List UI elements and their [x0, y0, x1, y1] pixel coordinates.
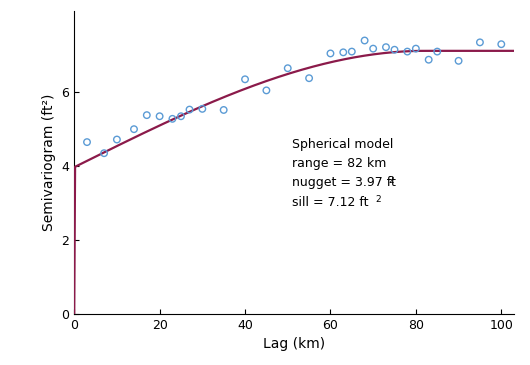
- Point: [454, 58, 463, 64]
- Point: [143, 112, 151, 118]
- Point: [262, 88, 271, 93]
- Text: 2: 2: [388, 176, 394, 185]
- Point: [382, 44, 390, 50]
- Text: nugget = 3.97 ft: nugget = 3.97 ft: [292, 176, 396, 189]
- Point: [476, 39, 484, 45]
- Point: [433, 49, 441, 54]
- Point: [412, 46, 420, 51]
- Point: [113, 137, 121, 142]
- Point: [241, 76, 249, 82]
- Point: [168, 116, 176, 122]
- Point: [403, 49, 412, 54]
- Point: [390, 47, 399, 53]
- Point: [326, 50, 334, 56]
- Point: [339, 49, 348, 55]
- Text: 2: 2: [375, 195, 381, 204]
- Point: [219, 107, 228, 113]
- Point: [284, 65, 292, 71]
- Text: sill = 7.12 ft: sill = 7.12 ft: [292, 196, 368, 209]
- Point: [198, 106, 207, 112]
- Point: [83, 139, 91, 145]
- Y-axis label: Semivariogram (ft²): Semivariogram (ft²): [42, 94, 56, 231]
- Point: [186, 107, 194, 112]
- Text: Spherical model: Spherical model: [292, 138, 393, 151]
- Point: [100, 150, 108, 156]
- Point: [176, 113, 185, 119]
- Point: [155, 113, 164, 119]
- Point: [305, 75, 313, 81]
- Text: range = 82 km: range = 82 km: [292, 157, 386, 170]
- Point: [360, 38, 369, 43]
- Point: [348, 49, 356, 54]
- Point: [497, 41, 506, 47]
- Point: [369, 46, 377, 51]
- X-axis label: Lag (km): Lag (km): [263, 337, 325, 351]
- Point: [130, 126, 138, 132]
- Point: [425, 57, 433, 63]
